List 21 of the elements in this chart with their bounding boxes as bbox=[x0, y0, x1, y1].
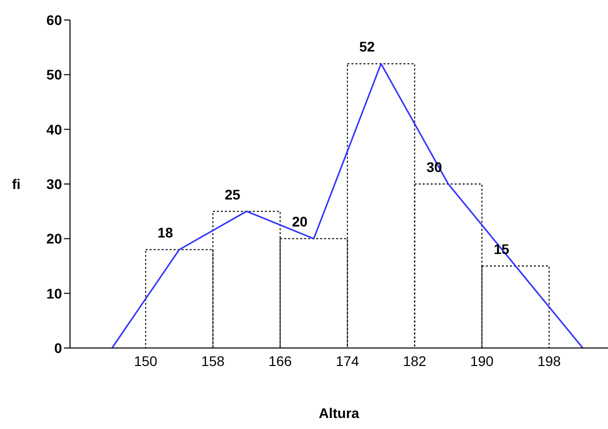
y-tick-label: 40 bbox=[46, 121, 62, 138]
line-series bbox=[111, 62, 584, 348]
data-label: 25 bbox=[224, 186, 241, 202]
y-tick-label: 30 bbox=[46, 176, 62, 192]
x-tick-label: 158 bbox=[201, 352, 225, 369]
y-tick-label: 50 bbox=[46, 66, 62, 83]
x-tick-label: 174 bbox=[336, 352, 360, 369]
data-label: 52 bbox=[359, 38, 376, 55]
x-axis-title: Altura bbox=[318, 405, 360, 421]
x-tick-label: 166 bbox=[268, 352, 292, 369]
x-tick-label: 198 bbox=[537, 352, 562, 369]
x-tick-label: 150 bbox=[134, 352, 158, 369]
x-tick-label: 182 bbox=[402, 352, 427, 369]
y-axis-title: fi bbox=[12, 176, 21, 192]
data-label: 20 bbox=[292, 214, 308, 230]
y-tick-label: 20 bbox=[46, 230, 62, 247]
y-tick-label: 0 bbox=[54, 340, 62, 356]
data-label: 18 bbox=[157, 224, 174, 241]
y-tick-label: 10 bbox=[46, 285, 62, 302]
x-tick-label: 190 bbox=[470, 352, 494, 369]
y-tick-label: 60 bbox=[46, 12, 62, 28]
